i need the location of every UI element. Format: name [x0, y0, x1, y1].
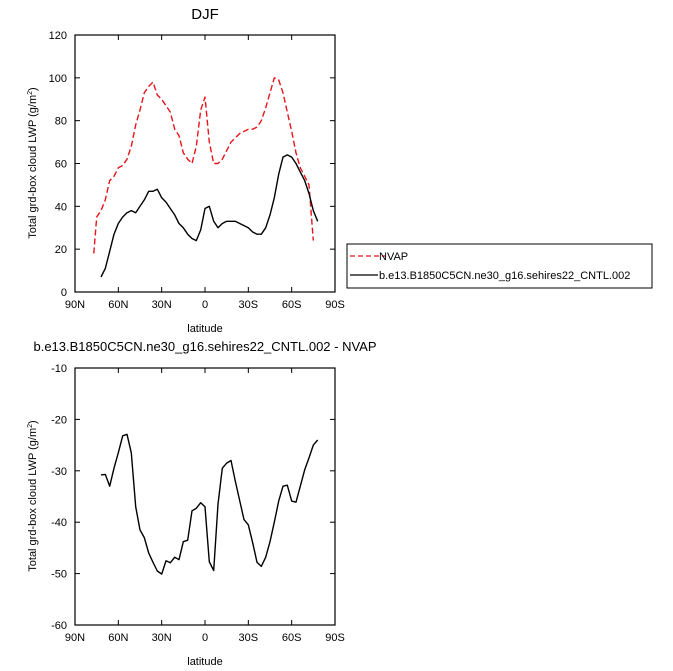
y-axis-label-bottom: Total grd-box cloud LWP (g/m2) — [27, 420, 39, 571]
y-axis-label-bottom-end: ) — [27, 420, 39, 424]
x-tick-label-bottom: 30N — [152, 632, 172, 644]
x-tick-label-bottom: 60N — [108, 632, 128, 644]
x-tick-label-top: 60S — [282, 299, 302, 311]
series-group-top — [93, 77, 319, 278]
series-group-bottom — [100, 433, 319, 575]
x-axis-label-bottom: latitude — [187, 656, 222, 668]
plot-frame-bottom — [74, 367, 336, 626]
x-axis-label-top: latitude — [187, 323, 222, 335]
y-tick-labels-bottom: -60 -50 -40 -30 -20 -10 — [51, 363, 67, 632]
y-axis-label-bottom-sup: 2 — [27, 424, 34, 428]
y-tick-label-top: 0 — [61, 287, 67, 299]
y-tick-label-top: 60 — [55, 159, 67, 171]
y-axis-label-top: Total grd-box cloud LWP (g/m2) — [27, 87, 39, 238]
y-tick-label-top: 120 — [49, 30, 67, 42]
y-tick-label-bottom: -40 — [51, 517, 67, 529]
x-tick-label-top: 60N — [108, 299, 128, 311]
x-tick-label-top: 30S — [239, 299, 259, 311]
y-tick-label-bottom: -30 — [51, 466, 67, 478]
legend-label-model: b.e13.B1850C5CN.ne30_g16.sehires22_CNTL.… — [379, 270, 630, 282]
series-line-top-0 — [93, 77, 314, 254]
chart-title-top: DJF — [191, 6, 219, 23]
y-tick-label-top: 40 — [55, 201, 67, 213]
y-tick-label-bottom: -10 — [51, 363, 67, 375]
x-tick-label-bottom: 90N — [65, 632, 85, 644]
y-tick-label-bottom: -20 — [51, 414, 67, 426]
y-axis-label-top-end: ) — [27, 87, 39, 91]
legend-label-nvap: NVAP — [379, 251, 408, 263]
x-tick-label-bottom: 60S — [282, 632, 302, 644]
y-tick-labels-top: 0 20 40 60 80 100 120 — [49, 30, 67, 299]
y-tick-label-top: 20 — [55, 244, 67, 256]
series-line-top-1 — [100, 154, 319, 278]
x-tick-label-top: 30N — [152, 299, 172, 311]
series-line-bottom-0 — [100, 433, 319, 575]
legend-box — [346, 243, 653, 289]
chart-panel-bottom: b.e13.B1850C5CN.ne30_g16.sehires22_CNTL.… — [27, 339, 377, 668]
x-tick-label-top: 90N — [65, 299, 85, 311]
x-tick-label-bottom: 90S — [325, 632, 345, 644]
y-axis-label-bottom-main: Total grd-box cloud LWP (g/m — [27, 428, 39, 572]
x-tick-label-top: 0 — [202, 299, 208, 311]
y-axis-label-top-sup: 2 — [27, 91, 34, 95]
axis-ticks-bottom — [74, 367, 336, 626]
y-tick-label-top: 80 — [55, 116, 67, 128]
y-axis-label-top-main: Total grd-box cloud LWP (g/m — [27, 95, 39, 239]
plot-frame-top — [74, 34, 336, 293]
y-tick-label-bottom: -60 — [51, 620, 67, 632]
legend: NVAP b.e13.B1850C5CN.ne30_g16.sehires22_… — [346, 243, 653, 289]
y-tick-label-bottom: -50 — [51, 569, 67, 581]
x-tick-label-bottom: 0 — [202, 632, 208, 644]
x-tick-labels-bottom: 90N 60N 30N 0 30S 60S 90S — [65, 632, 345, 644]
x-tick-label-bottom: 30S — [239, 632, 259, 644]
y-tick-label-top: 100 — [49, 73, 67, 85]
x-tick-labels-top: 90N 60N 30N 0 30S 60S 90S — [65, 299, 345, 311]
chart-title-bottom: b.e13.B1850C5CN.ne30_g16.sehires22_CNTL.… — [33, 339, 376, 354]
x-tick-label-top: 90S — [325, 299, 345, 311]
chart-panel-top: DJF 90N 60N 30N 0 30S 60S 90S 020406080100120 … — [27, 6, 345, 335]
